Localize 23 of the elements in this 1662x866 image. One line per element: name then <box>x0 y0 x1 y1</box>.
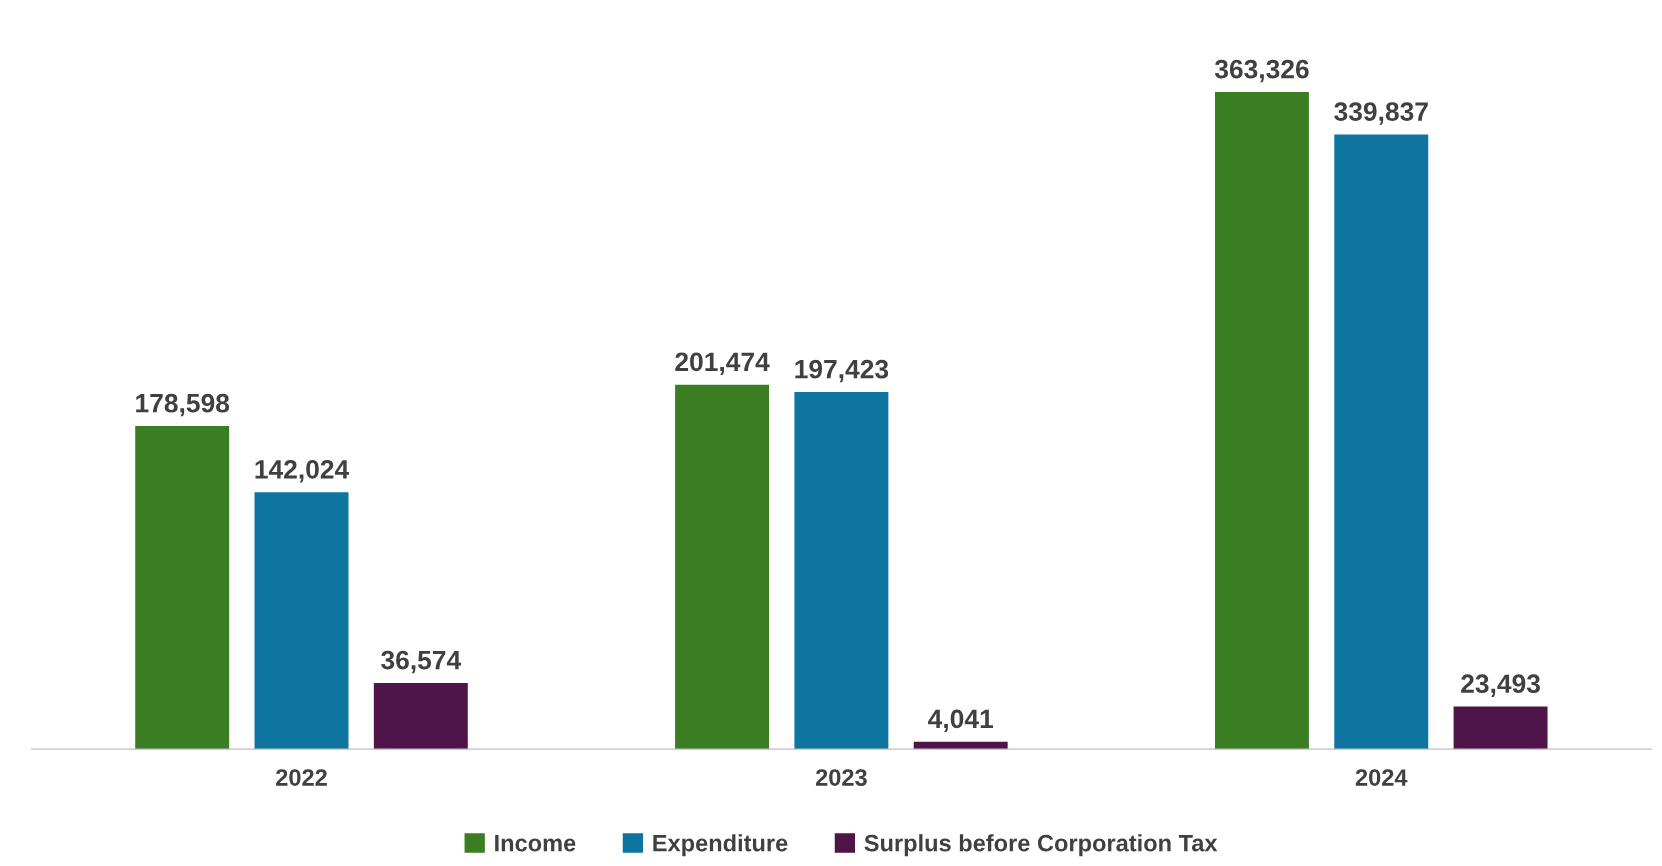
bar <box>794 392 889 750</box>
data-label: 197,423 <box>795 359 889 383</box>
data-label: 4,041 <box>928 709 993 733</box>
bar <box>1214 91 1309 750</box>
x-tick-label: 2022 <box>276 769 327 786</box>
bar <box>1334 134 1429 750</box>
data-label: 201,474 <box>675 352 770 375</box>
bar <box>373 682 468 750</box>
data-label: 178,598 <box>136 393 230 417</box>
bar <box>254 492 349 750</box>
data-label: 36,574 <box>381 650 462 674</box>
x-tick-label: 2023 <box>815 769 867 786</box>
legend-label: Surplus before Corporation Tax <box>864 834 1218 857</box>
bar <box>675 384 770 750</box>
data-label: 339,837 <box>1334 102 1428 125</box>
x-tick-label: 2024 <box>1355 769 1408 786</box>
legend-label: Expenditure <box>653 834 788 857</box>
data-label: 23,493 <box>1461 674 1540 697</box>
data-label: 363,326 <box>1214 59 1309 83</box>
bar <box>135 426 230 750</box>
data-label: 142,024 <box>255 460 350 483</box>
bar <box>1453 706 1548 750</box>
legend-label: Income <box>495 835 576 852</box>
